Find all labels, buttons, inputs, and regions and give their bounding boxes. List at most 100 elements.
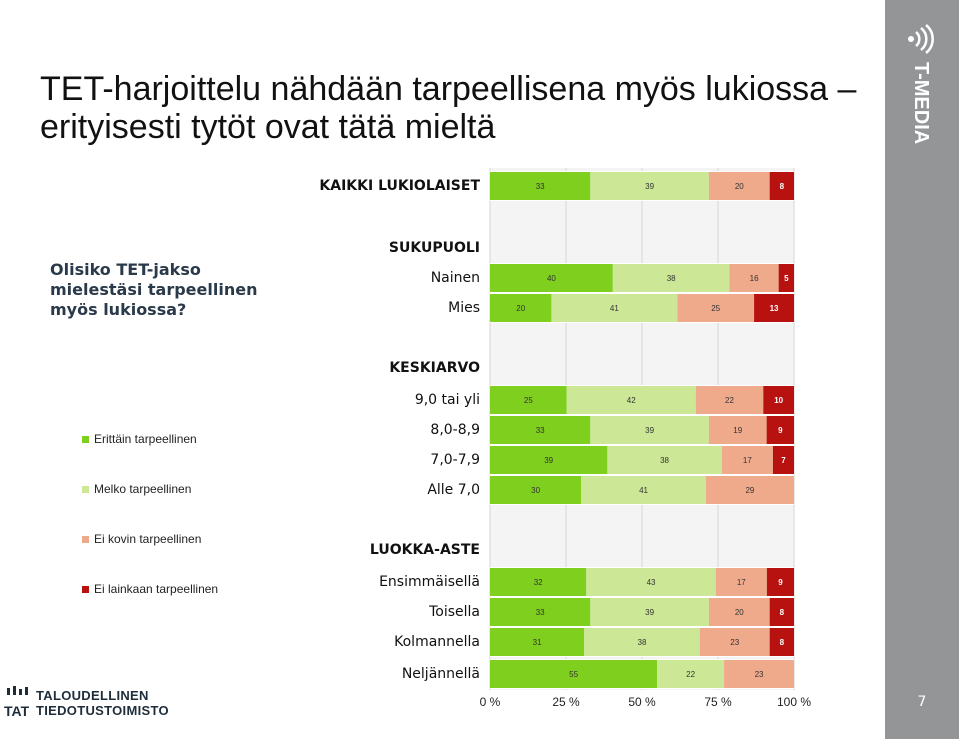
row-label: Nainen bbox=[430, 270, 480, 286]
data-label: 22 bbox=[686, 670, 695, 679]
data-label: 39 bbox=[544, 456, 553, 465]
x-tick-label: 0 % bbox=[480, 695, 501, 709]
bar-segment bbox=[581, 476, 706, 504]
bar-segment bbox=[769, 598, 794, 626]
brand-name: T-MEDIA bbox=[910, 62, 932, 144]
bar-segment bbox=[754, 294, 794, 322]
organization-name: TALOUDELLINEN TIEDOTUSTOIMISTO bbox=[36, 688, 169, 718]
legend-label: Erittäin tarpeellinen bbox=[94, 432, 197, 446]
row-label: Toisella bbox=[429, 604, 480, 620]
data-label: 25 bbox=[524, 396, 533, 405]
bar-segment bbox=[715, 568, 767, 596]
legend-item: Ei kovin tarpeellinen bbox=[82, 532, 201, 546]
group-header: KESKIARVO bbox=[389, 360, 480, 376]
data-label: 20 bbox=[735, 182, 744, 191]
row-label: 9,0 tai yli bbox=[414, 392, 480, 408]
group-header: SUKUPUOLI bbox=[388, 240, 480, 256]
page-number: 7 bbox=[917, 694, 927, 710]
data-label: 22 bbox=[725, 396, 734, 405]
data-label: 8 bbox=[780, 182, 785, 191]
page-title: TET-harjoittelu nähdään tarpeellisena my… bbox=[40, 70, 857, 146]
x-tick-label: 25 % bbox=[552, 695, 580, 709]
tmedia-logo: T-MEDIA bbox=[910, 62, 932, 144]
stacked-bar-chart: 33 39 20 8 40 38 16 5 20 41 25 13 25 42 22 10 33 39 19 9 39 3… bbox=[480, 168, 811, 709]
data-label: 40 bbox=[547, 274, 556, 283]
x-tick-label: 100 % bbox=[777, 695, 811, 709]
bar-segment bbox=[763, 386, 794, 414]
bar-segment bbox=[677, 294, 755, 322]
legend-item: Melko tarpeellinen bbox=[82, 482, 191, 496]
bar-segment bbox=[566, 386, 696, 414]
x-tick-label: 50 % bbox=[628, 695, 656, 709]
organization-line-1: TALOUDELLINEN bbox=[36, 688, 149, 703]
data-label: 8 bbox=[780, 608, 785, 617]
x-tick-label: 75 % bbox=[704, 695, 732, 709]
bar-segment bbox=[590, 598, 709, 626]
bar-segment bbox=[612, 264, 730, 292]
bar-segment bbox=[490, 598, 591, 626]
data-label: 7 bbox=[781, 456, 786, 465]
data-label: 9 bbox=[778, 426, 783, 435]
legend-label: Ei lainkaan tarpeellinen bbox=[94, 582, 219, 596]
legend-label: Melko tarpeellinen bbox=[94, 482, 192, 496]
bar-segment bbox=[584, 628, 700, 656]
bar-segment bbox=[490, 416, 591, 444]
data-label: 41 bbox=[610, 304, 619, 313]
bar-segment bbox=[490, 446, 608, 474]
bar-segment bbox=[490, 294, 552, 322]
legend-item: Erittäin tarpeellinen bbox=[82, 432, 197, 446]
row-label: Neljännellä bbox=[401, 666, 480, 682]
legend-swatch bbox=[82, 436, 89, 444]
survey-question: Olisiko TET-jakso mielestäsi tarpeelline… bbox=[50, 260, 258, 319]
bar-segment bbox=[705, 476, 794, 504]
data-label: 31 bbox=[533, 638, 542, 647]
data-label: 25 bbox=[711, 304, 720, 313]
data-label: 39 bbox=[645, 426, 654, 435]
bar-segment bbox=[708, 598, 770, 626]
data-label: 32 bbox=[534, 578, 543, 587]
data-label: 33 bbox=[536, 608, 545, 617]
bar-segment bbox=[490, 386, 567, 414]
bar-segment bbox=[724, 660, 794, 688]
bar-segment bbox=[729, 264, 779, 292]
bar-segment bbox=[551, 294, 678, 322]
data-label: 8 bbox=[780, 638, 785, 647]
data-label: 10 bbox=[774, 396, 783, 405]
bar-segment bbox=[657, 660, 725, 688]
data-label: 5 bbox=[784, 274, 789, 283]
data-label: 41 bbox=[639, 486, 648, 495]
row-label: 7,0-7,9 bbox=[430, 452, 480, 468]
bar-segment bbox=[766, 416, 794, 444]
bar-segment bbox=[490, 264, 613, 292]
data-label: 9 bbox=[778, 578, 783, 587]
bar-segment bbox=[699, 628, 770, 656]
data-label: 55 bbox=[569, 670, 578, 679]
organization-line-2: TIEDOTUSTOIMISTO bbox=[36, 703, 169, 718]
data-label: 20 bbox=[516, 304, 525, 313]
legend-swatch bbox=[82, 486, 89, 494]
data-label: 43 bbox=[647, 578, 656, 587]
data-label: 20 bbox=[735, 608, 744, 617]
bar-segment bbox=[772, 446, 794, 474]
row-label: Alle 7,0 bbox=[427, 482, 480, 498]
bar-segment bbox=[778, 264, 794, 292]
data-label: 38 bbox=[667, 274, 676, 283]
row-label: Mies bbox=[448, 300, 480, 316]
bar-segment bbox=[769, 172, 794, 200]
row-label: 8,0-8,9 bbox=[430, 422, 480, 438]
bar-segment bbox=[490, 660, 658, 688]
bar-segment bbox=[708, 416, 767, 444]
bar-segment bbox=[766, 568, 794, 596]
legend-label: Ei kovin tarpeellinen bbox=[94, 532, 202, 546]
tat-logo: TAT bbox=[4, 686, 32, 724]
group-header: LUOKKA-ASTE bbox=[369, 542, 480, 558]
row-label: Kolmannella bbox=[394, 634, 480, 650]
data-label: 16 bbox=[750, 274, 759, 283]
bar-segment bbox=[490, 568, 587, 596]
data-label: 17 bbox=[737, 578, 746, 587]
bar-segment bbox=[590, 172, 709, 200]
bar-segment bbox=[590, 416, 709, 444]
data-label: 13 bbox=[770, 304, 779, 313]
data-label: 39 bbox=[645, 182, 654, 191]
bar-segment bbox=[490, 476, 582, 504]
